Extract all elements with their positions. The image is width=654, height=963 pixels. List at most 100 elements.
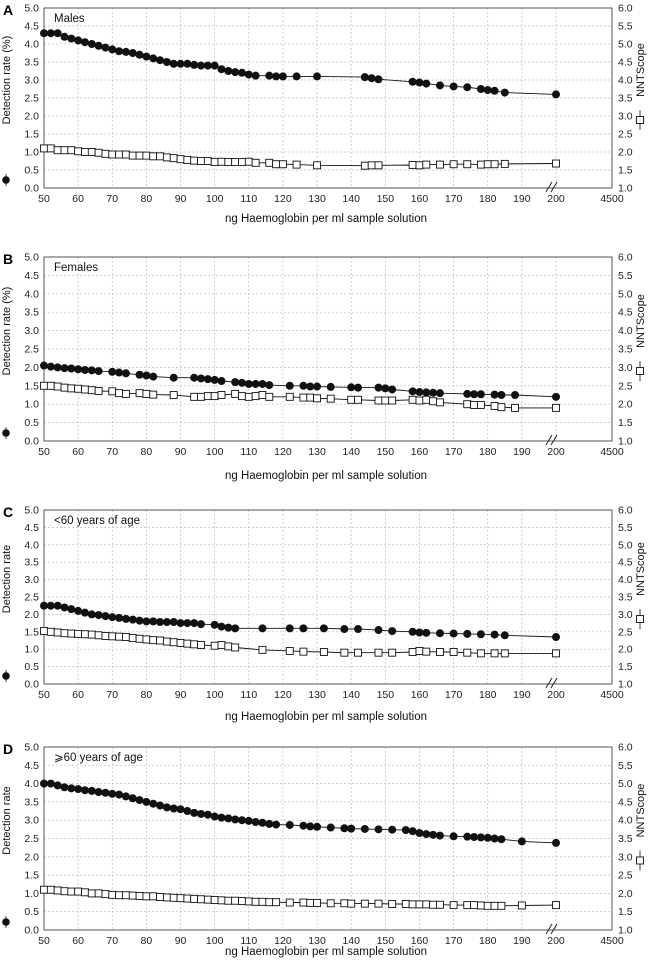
nntscope-point — [142, 892, 151, 901]
detection-rate-point — [272, 72, 281, 81]
x-tick-label: 170 — [445, 193, 463, 205]
detection-rate-point — [94, 41, 103, 50]
nntscope-point — [94, 387, 103, 395]
nntscope-point — [183, 155, 192, 164]
right-tick-label: 5.5 — [618, 270, 633, 282]
left-tick-label: 1.5 — [24, 380, 39, 392]
right-tick-label: 3.0 — [618, 851, 633, 863]
nntscope-point — [497, 901, 506, 910]
detection-rate-point — [483, 86, 492, 95]
right-tick-label: 3.0 — [618, 111, 633, 123]
nntscope-point — [162, 637, 171, 646]
detection-rate-point — [197, 809, 206, 818]
detection-rate-point — [470, 390, 479, 399]
x-tick-label: 130 — [308, 935, 326, 947]
detection-rate-point — [108, 45, 117, 54]
detection-rate-point — [415, 829, 424, 838]
nntscope-point — [74, 384, 83, 393]
detection-rate-point — [190, 808, 199, 817]
nntscope-point — [299, 393, 308, 402]
nntscope-point — [67, 384, 76, 393]
nntscope-point — [176, 155, 185, 164]
right-tick-label: 2.0 — [618, 399, 633, 411]
detection-rate-point — [156, 56, 165, 65]
detection-rate-point — [176, 59, 185, 68]
detection-rate-point — [285, 624, 294, 633]
nntscope-point — [313, 394, 322, 403]
right-axis-label: NNTScope — [635, 784, 647, 838]
right-tick-label: 6.0 — [618, 505, 633, 517]
right-axis-label: NNTScope — [635, 43, 647, 97]
detection-rate-point — [511, 391, 520, 399]
nntscope-point — [156, 152, 165, 161]
x-tick-label: 90 — [175, 446, 187, 458]
detection-rate-point — [388, 627, 397, 636]
nntscope-point — [224, 896, 233, 905]
detection-rate-point — [476, 85, 485, 93]
nntscope-point — [388, 900, 397, 908]
nntscope-point — [415, 161, 424, 170]
axis-break-mark — [545, 181, 553, 193]
nntscope-point — [552, 403, 560, 412]
nntscope-point — [156, 636, 165, 645]
x-tick-label: 190 — [513, 689, 531, 701]
left-tick-label: 2.0 — [24, 609, 39, 621]
nntscope-point — [299, 647, 308, 656]
left-tick-label: 2.0 — [24, 111, 39, 123]
nntscope-point — [360, 161, 369, 170]
right-tick-label: 2.0 — [618, 888, 633, 900]
detection-rate-point — [435, 629, 444, 638]
x-tick-label: 60 — [72, 446, 84, 458]
detection-rate-point — [156, 801, 165, 810]
detection-rate-point — [251, 379, 260, 388]
nntscope-point — [169, 893, 178, 902]
nntscope-point — [67, 146, 76, 155]
x-tick-label: 130 — [308, 446, 326, 458]
right-axis-label: NNTScope — [635, 294, 647, 348]
nntscope-point — [306, 898, 315, 907]
axis-break-mark — [550, 434, 558, 446]
detection-rate-point — [285, 820, 294, 829]
nntscope-point — [374, 161, 383, 170]
right-tick-label: 2.0 — [618, 644, 633, 656]
nntscope-point — [552, 159, 560, 168]
right-tick-label: 5.5 — [618, 760, 633, 772]
nntscope-point — [87, 386, 96, 395]
x-tick-label: 170 — [445, 446, 463, 458]
x-tick-label: 100 — [206, 935, 224, 947]
detection-rate-point — [470, 833, 479, 842]
x-tick-label: 160 — [411, 935, 429, 947]
nntscope-point — [203, 157, 212, 165]
detection-rate-point — [53, 781, 62, 790]
nntscope-point — [306, 393, 315, 402]
detection-rate-point — [108, 789, 117, 798]
left-tick-label: 3.5 — [24, 57, 39, 69]
nntscope-point — [251, 158, 260, 167]
detection-rate-point — [197, 374, 206, 383]
nntscope-point — [142, 151, 151, 160]
detection-rate-point — [360, 824, 369, 833]
x-tick-label: 110 — [240, 689, 257, 701]
right-tick-label: 5.0 — [618, 39, 633, 51]
nntscope-point — [217, 391, 226, 399]
nntscope-point — [135, 389, 144, 398]
nntscope-point — [115, 891, 124, 900]
nntscope-point — [340, 648, 349, 657]
detection-rate-point — [326, 823, 335, 832]
x-tick-label: 200 — [547, 193, 565, 205]
right-tick-label: 6.0 — [618, 3, 633, 15]
detection-rate-point — [87, 366, 96, 375]
detection-rate-point — [401, 826, 410, 835]
right-tick-label: 5.5 — [618, 522, 633, 534]
nntscope-point — [435, 648, 444, 656]
nntscope-point — [470, 400, 479, 409]
detection-rate-point — [183, 59, 192, 68]
detection-rate-point — [53, 29, 62, 38]
x-tick-label: 200 — [547, 935, 565, 947]
detection-rate-point — [497, 835, 506, 844]
nntscope-point — [463, 400, 472, 409]
detection-rate-point — [94, 788, 103, 797]
nntscope-point — [53, 628, 62, 637]
nntscope-point — [313, 161, 322, 170]
nntscope-point — [94, 148, 103, 157]
